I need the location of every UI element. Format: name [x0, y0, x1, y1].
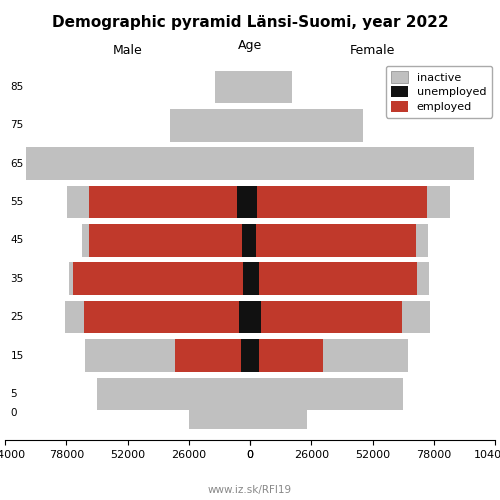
Text: Demographic pyramid Länsi-Suomi, year 2022: Demographic pyramid Länsi-Suomi, year 20… [52, 15, 448, 30]
Bar [237, 186, 250, 218]
Bar [418, 262, 429, 295]
Text: www.iz.sk/RFI19: www.iz.sk/RFI19 [208, 485, 292, 495]
Bar [65, 301, 84, 334]
Bar [68, 186, 88, 218]
Bar [260, 262, 418, 295]
Bar [250, 109, 363, 142]
Bar [85, 339, 174, 372]
Bar [88, 224, 242, 256]
Bar [243, 262, 250, 295]
Bar [402, 301, 430, 334]
Text: 5: 5 [10, 389, 17, 399]
Bar [240, 339, 250, 372]
Bar [250, 224, 256, 256]
Bar [74, 262, 243, 295]
Text: 25: 25 [10, 312, 24, 322]
Bar [250, 378, 403, 410]
Bar [256, 224, 416, 256]
Bar [68, 262, 73, 295]
Title: Female: Female [350, 44, 395, 58]
Bar [214, 70, 250, 103]
Bar [174, 339, 240, 372]
Bar [189, 397, 250, 430]
Bar [82, 224, 88, 256]
Bar [250, 339, 260, 372]
Bar [257, 186, 426, 218]
Bar [250, 148, 474, 180]
Bar [84, 301, 239, 334]
Bar [170, 109, 250, 142]
Bar [240, 301, 250, 334]
Bar [26, 148, 250, 180]
Text: 85: 85 [10, 82, 24, 92]
Bar [242, 224, 250, 256]
Bar [260, 301, 402, 334]
Bar [250, 262, 260, 295]
Text: 55: 55 [10, 197, 24, 207]
Bar [260, 339, 323, 372]
Text: 35: 35 [10, 274, 24, 284]
Bar [250, 186, 257, 218]
Bar [250, 70, 292, 103]
Text: 15: 15 [10, 350, 24, 360]
Bar [426, 186, 450, 218]
Text: 0: 0 [10, 408, 17, 418]
Text: 75: 75 [10, 120, 24, 130]
Text: 65: 65 [10, 158, 24, 168]
Bar [416, 224, 428, 256]
Legend: inactive, unemployed, employed: inactive, unemployed, employed [386, 66, 492, 118]
Bar [250, 301, 260, 334]
Bar [88, 186, 237, 218]
Text: Age: Age [238, 40, 262, 52]
Bar [323, 339, 408, 372]
Bar [97, 378, 250, 410]
Title: Male: Male [112, 44, 142, 58]
Bar [250, 397, 306, 430]
Text: 45: 45 [10, 236, 24, 246]
